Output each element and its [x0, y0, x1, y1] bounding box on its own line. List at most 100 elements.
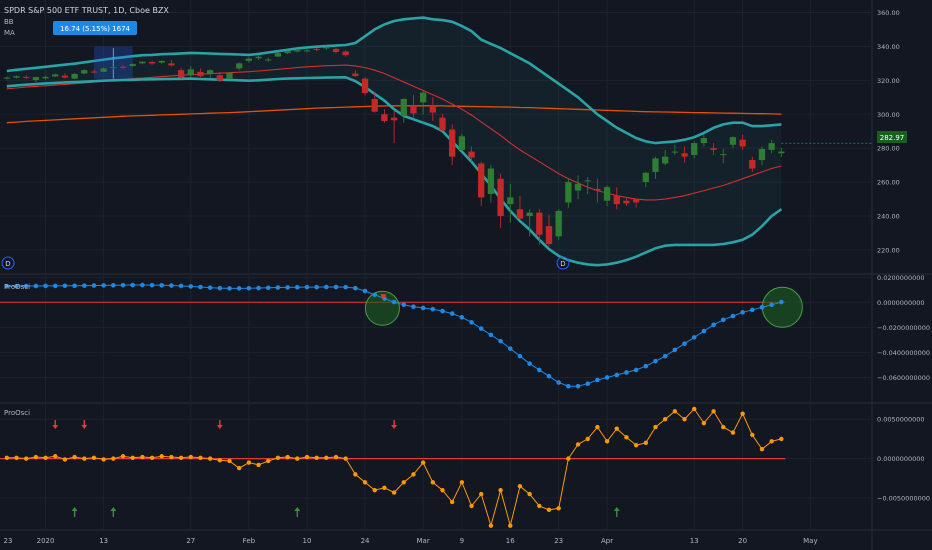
candle-body[interactable]: [197, 71, 204, 77]
candle-body[interactable]: [255, 56, 262, 59]
osc2-panel[interactable]: [0, 406, 786, 528]
time-axis-label: 16: [506, 537, 515, 545]
ma-slow-line[interactable]: [6, 105, 782, 124]
osc2-panel-label: ProOsci: [4, 409, 30, 417]
candle-body[interactable]: [32, 77, 40, 80]
candle-body[interactable]: [110, 67, 117, 69]
candle-body[interactable]: [265, 59, 272, 61]
candle-body[interactable]: [410, 105, 417, 114]
candle-body[interactable]: [429, 105, 436, 113]
candle-body[interactable]: [691, 143, 698, 155]
osc1-dot: [333, 284, 339, 290]
osc1-dot: [546, 373, 552, 379]
osc1-dot: [62, 283, 68, 289]
candle-body[interactable]: [245, 58, 253, 61]
candle-body[interactable]: [323, 47, 330, 49]
candle-body[interactable]: [749, 160, 756, 169]
candle-body[interactable]: [390, 117, 398, 121]
candle-body[interactable]: [536, 212, 543, 235]
candle-body[interactable]: [662, 156, 669, 164]
bb-lower-line[interactable]: [6, 75, 783, 267]
candle-body[interactable]: [216, 75, 223, 81]
indicator-bb-label[interactable]: BB: [4, 18, 14, 26]
candle-body[interactable]: [507, 197, 514, 205]
candle-body[interactable]: [100, 68, 107, 72]
candle-body[interactable]: [303, 50, 311, 52]
indicator-ma-label[interactable]: MA: [4, 29, 15, 37]
candle-body[interactable]: [574, 183, 582, 191]
candle-body[interactable]: [468, 151, 475, 158]
candle-body[interactable]: [361, 78, 369, 94]
candle-body[interactable]: [294, 50, 301, 52]
candle-body[interactable]: [90, 71, 98, 73]
candle-body[interactable]: [381, 114, 388, 122]
candle-body[interactable]: [61, 75, 69, 78]
candle-body[interactable]: [545, 226, 553, 245]
osc1-panel[interactable]: [0, 282, 803, 389]
candle-body[interactable]: [168, 63, 175, 66]
price-axis-label: 280.00: [877, 145, 900, 153]
candle-body[interactable]: [207, 70, 214, 74]
candle-body[interactable]: [13, 76, 20, 78]
candle-body[interactable]: [139, 61, 146, 64]
candle-body[interactable]: [313, 48, 320, 50]
candle-body[interactable]: [23, 76, 30, 78]
candle-body[interactable]: [439, 117, 446, 131]
candle-body[interactable]: [42, 76, 49, 79]
candle-body[interactable]: [478, 163, 485, 198]
candle-body[interactable]: [419, 92, 427, 103]
candle-body[interactable]: [226, 72, 233, 79]
candle-body[interactable]: [739, 139, 746, 147]
candle-body[interactable]: [516, 209, 524, 219]
candle-body[interactable]: [3, 77, 10, 79]
candle-body[interactable]: [526, 212, 533, 217]
candle-body[interactable]: [52, 74, 59, 77]
candle-body[interactable]: [487, 168, 495, 194]
candle-body[interactable]: [177, 70, 185, 78]
candle-body[interactable]: [187, 69, 194, 76]
candle-body[interactable]: [623, 200, 630, 204]
osc2-dot: [111, 456, 116, 461]
candle-body[interactable]: [603, 187, 611, 201]
candle-body[interactable]: [671, 151, 679, 153]
candle-body[interactable]: [710, 148, 717, 150]
bb-upper-line[interactable]: [6, 16, 782, 145]
candle-body[interactable]: [758, 149, 766, 161]
candle-body[interactable]: [729, 137, 737, 145]
candle-body[interactable]: [352, 73, 359, 77]
candle-body[interactable]: [332, 48, 340, 53]
candle-body[interactable]: [778, 151, 785, 154]
dividend-marker-1[interactable]: D: [1, 256, 15, 270]
candle-body[interactable]: [284, 51, 291, 54]
candle-body[interactable]: [158, 60, 165, 63]
candle-body[interactable]: [497, 178, 504, 217]
candle-body[interactable]: [642, 172, 649, 183]
osc1-dot: [449, 311, 455, 316]
candle-body[interactable]: [449, 129, 456, 157]
candle-body[interactable]: [652, 158, 659, 172]
candle-body[interactable]: [555, 210, 562, 237]
candle-body[interactable]: [400, 98, 407, 116]
price-panel[interactable]: [3, 16, 872, 267]
candle-body[interactable]: [594, 188, 601, 191]
candle-body[interactable]: [81, 70, 88, 74]
candle-body[interactable]: [681, 153, 688, 157]
candle-body[interactable]: [274, 53, 282, 57]
dividend-marker-2[interactable]: D: [556, 256, 570, 270]
candle-body[interactable]: [565, 182, 572, 203]
candle-body[interactable]: [632, 199, 640, 203]
candle-body[interactable]: [342, 51, 349, 56]
candle-body[interactable]: [119, 66, 127, 68]
candle-body[interactable]: [768, 143, 775, 150]
candle-body[interactable]: [236, 63, 243, 69]
candle-body[interactable]: [720, 154, 727, 156]
candle-body[interactable]: [148, 62, 156, 64]
candle-body[interactable]: [613, 195, 620, 205]
candle-body[interactable]: [71, 73, 78, 79]
candle-body[interactable]: [458, 136, 466, 150]
candle-body[interactable]: [129, 64, 136, 66]
candle-body[interactable]: [584, 180, 591, 182]
candle-body[interactable]: [371, 98, 378, 112]
candle-body[interactable]: [700, 138, 708, 144]
